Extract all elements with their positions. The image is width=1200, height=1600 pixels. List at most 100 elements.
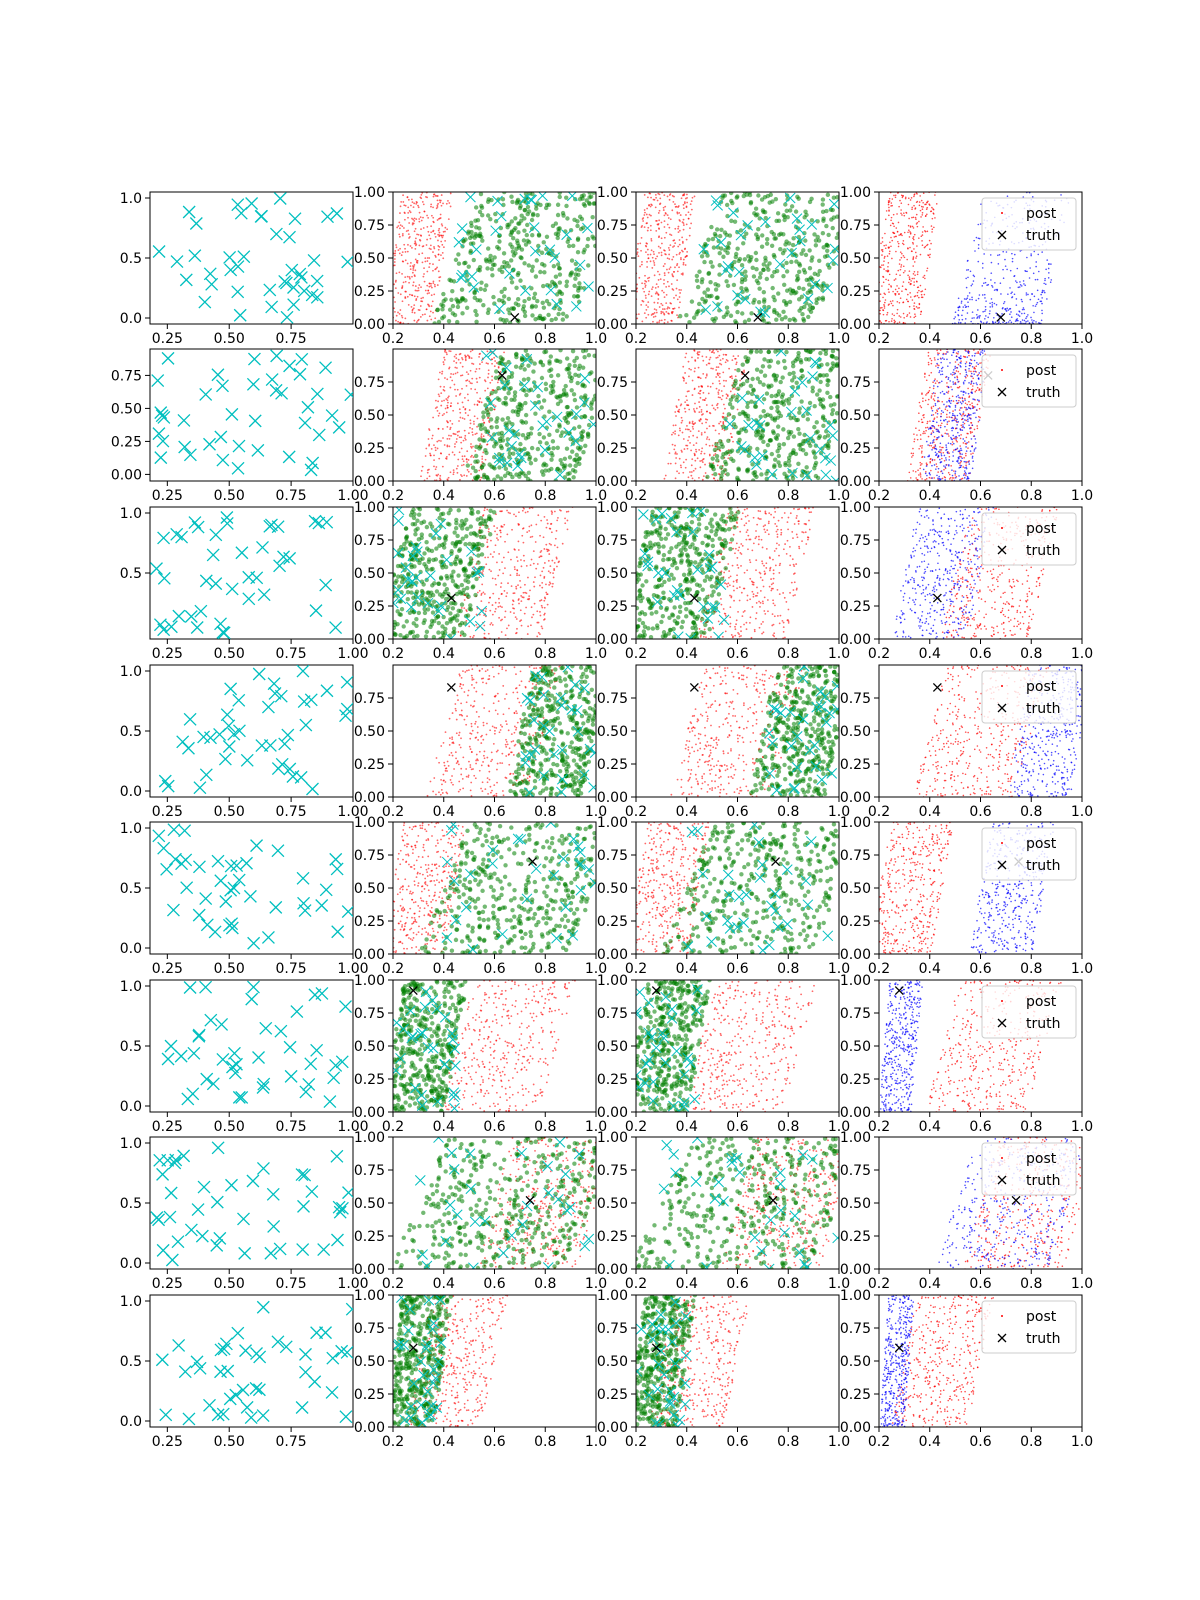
posterior-green-point: [533, 411, 538, 416]
posterior-red-point: [904, 196, 907, 199]
posterior-blue-point: [966, 415, 969, 418]
posterior-red-point: [885, 319, 888, 322]
posterior-blue-point: [995, 288, 997, 291]
posterior-blue-point: [963, 440, 966, 442]
posterior-red-point: [912, 265, 915, 267]
posterior-red-point: [725, 379, 727, 382]
posterior-red-point: [699, 466, 702, 469]
posterior-red-point: [422, 245, 425, 247]
posterior-red-point: [422, 275, 425, 278]
posterior-green-point: [802, 304, 807, 310]
posterior-green-point: [821, 245, 826, 250]
posterior-red-point: [678, 457, 681, 460]
posterior-red-point: [662, 265, 665, 268]
posterior-red-point: [912, 452, 915, 455]
posterior-red-point: [422, 203, 425, 206]
posterior-red-point: [904, 270, 906, 272]
posterior-red-point: [678, 229, 681, 232]
posterior-green-point: [705, 253, 710, 258]
posterior-green-point: [517, 474, 522, 479]
posterior-prior-marker: [551, 411, 563, 423]
posterior-prior-marker: [582, 222, 593, 234]
posterior-red-point: [978, 407, 981, 410]
posterior-red-point: [467, 414, 470, 417]
prior-sample-marker: [154, 451, 168, 465]
posterior-green-point: [537, 313, 543, 319]
posterior-green-point: [784, 398, 789, 403]
posterior-red-point: [972, 405, 975, 408]
posterior-green-point: [781, 232, 786, 237]
posterior-blue-point: [1016, 318, 1019, 320]
posterior-green-point: [760, 364, 766, 369]
prior-sample-marker: [178, 440, 192, 454]
posterior-green-point: [492, 477, 497, 481]
posterior-red-point: [711, 473, 714, 476]
posterior-red-point: [432, 251, 434, 253]
posterior-red-point: [895, 273, 898, 276]
posterior-red-point: [919, 405, 922, 407]
posterior-green-point: [464, 305, 470, 311]
posterior-blue-point: [1004, 265, 1007, 267]
posterior-green-point: [502, 473, 508, 479]
prior-sample-marker: [225, 407, 239, 421]
posterior-green-point: [557, 194, 562, 200]
posterior-red-point: [423, 273, 425, 275]
posterior-red-point: [644, 211, 646, 214]
posterior-red-point: [964, 442, 967, 445]
posterior-red-point: [453, 360, 455, 363]
posterior-red-point: [478, 469, 481, 472]
posterior-blue-point: [982, 310, 984, 313]
posterior-red-point: [428, 266, 431, 269]
posterior-prior-marker: [455, 272, 467, 284]
post-ytick-label: 0.00: [597, 317, 628, 333]
posterior-green-point: [748, 350, 754, 355]
posterior-blue-point: [940, 453, 943, 455]
posterior-red-point: [428, 475, 431, 478]
posterior-green-point: [762, 194, 768, 200]
posterior-blue-point: [967, 472, 970, 475]
posterior-red-point: [463, 418, 466, 420]
posterior-green-point: [812, 232, 817, 237]
posterior-red-point: [654, 286, 657, 289]
posterior-red-point: [684, 372, 686, 374]
posterior-prior-marker: [501, 457, 513, 469]
posterior-red-point: [956, 376, 959, 379]
posterior-red-point: [884, 255, 886, 258]
posterior-blue-point: [981, 262, 984, 265]
posterior-red-point: [447, 476, 450, 479]
posterior-red-point: [485, 362, 488, 365]
posterior-green-point: [550, 279, 555, 285]
posterior-red-point: [676, 264, 678, 267]
posterior-red-point: [694, 359, 697, 361]
posterior-red-point: [678, 472, 680, 475]
posterior-prior-marker: [471, 244, 482, 255]
posterior-red-point: [936, 352, 939, 354]
posterior-red-point: [958, 409, 961, 411]
posterior-red-point: [892, 290, 894, 293]
posterior-green-point: [450, 303, 456, 309]
posterior-blue-point: [939, 458, 941, 461]
posterior-blue-point: [1022, 280, 1025, 282]
posterior-red-point: [432, 193, 435, 196]
posterior-green-point: [819, 362, 824, 368]
posterior-green-point: [713, 316, 718, 321]
posterior-red-point: [882, 275, 884, 278]
posterior-prior-marker: [794, 235, 806, 247]
posterior-red-point: [951, 441, 954, 443]
posterior-blue-point: [983, 350, 986, 352]
posterior-red-point: [717, 391, 720, 394]
posterior-red-point: [965, 464, 967, 467]
posterior-green-point: [696, 308, 701, 314]
posterior-red-point: [491, 389, 494, 392]
posterior-red-point: [703, 399, 706, 402]
posterior-red-point: [681, 240, 684, 243]
posterior-red-point: [663, 272, 666, 274]
posterior-red-point: [413, 230, 416, 233]
posterior-red-point: [897, 245, 900, 248]
posterior-red-point: [893, 194, 895, 197]
posterior-red-point: [699, 377, 702, 380]
posterior-green-point: [572, 363, 578, 369]
posterior-green-point: [710, 264, 715, 269]
posterior-red-point: [407, 303, 410, 306]
posterior-red-point: [442, 388, 445, 391]
